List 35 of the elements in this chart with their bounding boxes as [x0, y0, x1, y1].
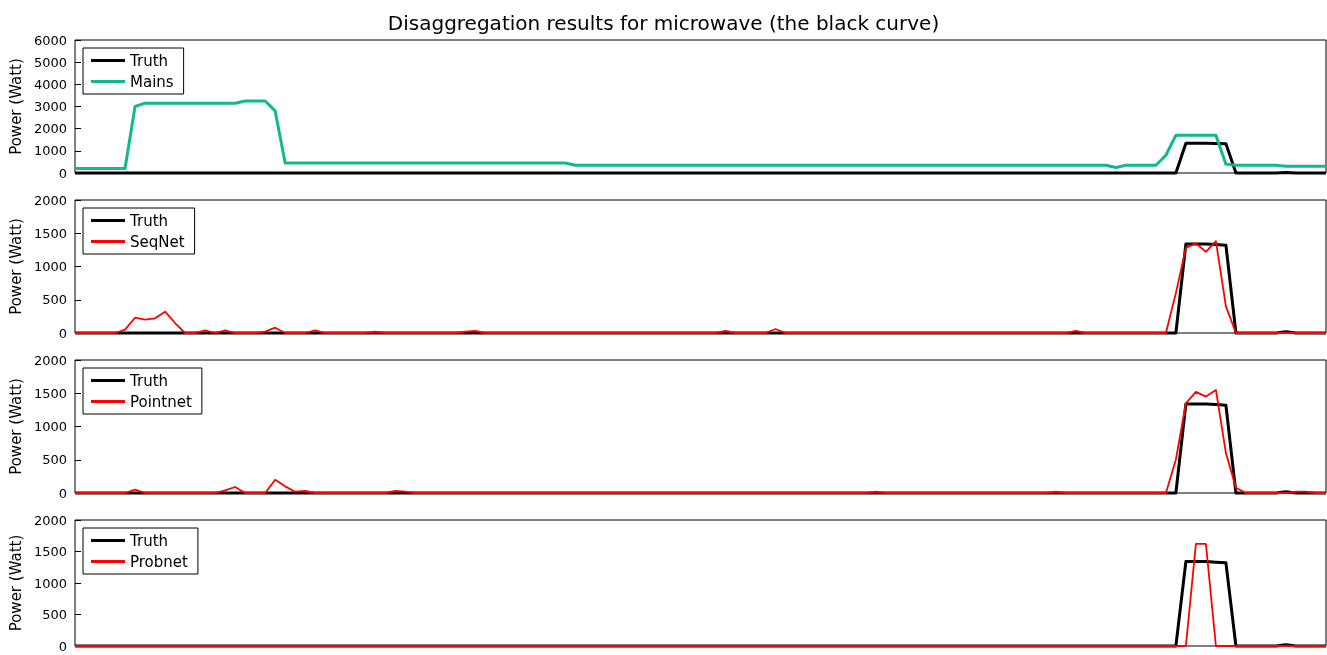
y-tick-label: 1500: [33, 544, 67, 559]
y-tick-label: 4000: [33, 76, 67, 92]
y-tick-label: 0: [58, 485, 67, 501]
y-tick-label: 2000: [33, 512, 67, 528]
y-tick-label: 1500: [33, 225, 67, 241]
y-tick-label: 500: [42, 452, 67, 468]
y-tick-label: 1000: [33, 143, 67, 159]
y-tick-label: 500: [42, 607, 67, 622]
y-tick-label: 2000: [33, 192, 67, 208]
y-tick-label: 1500: [33, 385, 67, 401]
legend-label: Truth: [129, 531, 169, 550]
y-axis-title: Power (Watt): [6, 534, 25, 632]
y-axis-title: Power (Watt): [6, 58, 25, 155]
legend-label: Mains: [130, 72, 174, 91]
legend-label: Truth: [129, 51, 169, 70]
legend-label: Pointnet: [130, 392, 192, 411]
y-tick-label: 3000: [33, 99, 67, 114]
y-tick-label: 2000: [33, 352, 67, 368]
legend-label: Probnet: [130, 552, 189, 571]
y-tick-label: 5000: [33, 54, 67, 70]
y-tick-label: 500: [42, 292, 67, 308]
legend-label: Truth: [129, 371, 169, 390]
legend-label: Truth: [129, 211, 169, 230]
legend-label: SeqNet: [130, 232, 185, 251]
y-tick-label: 1000: [33, 575, 67, 591]
y-tick-label: 0: [58, 165, 67, 181]
y-tick-label: 6000: [33, 32, 67, 48]
chart-title: Disaggregation results for microwave (the black curve): [387, 11, 940, 35]
y-tick-label: 1000: [33, 259, 67, 274]
y-axis-title: Power (Watt): [6, 378, 25, 475]
y-tick-label: 0: [58, 325, 67, 341]
y-tick-label: 1000: [33, 419, 67, 434]
y-tick-label: 2000: [33, 121, 67, 137]
y-axis-title: Power (Watt): [6, 218, 25, 315]
y-tick-label: 0: [58, 638, 67, 654]
